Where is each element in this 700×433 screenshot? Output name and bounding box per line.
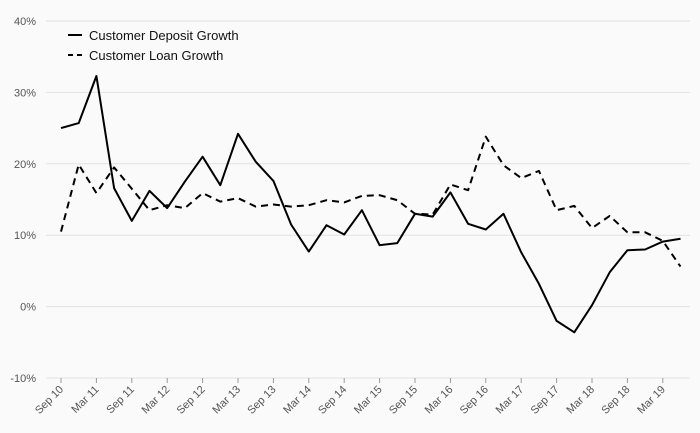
x-tick-label: Mar 13 xyxy=(210,384,243,417)
y-tick-label: 20% xyxy=(14,159,36,171)
x-tick-label: Sep 17 xyxy=(529,384,562,417)
x-tick-label: Mar 12 xyxy=(140,384,173,417)
x-tick-label: Mar 14 xyxy=(281,384,314,417)
x-tick-label: Sep 18 xyxy=(599,384,632,417)
x-tick-label: Mar 15 xyxy=(352,384,385,417)
x-tick-label: Sep 14 xyxy=(316,384,349,417)
x-tick-label: Sep 12 xyxy=(175,384,208,417)
series-line-deposit-growth xyxy=(60,75,681,334)
x-tick-label: Sep 10 xyxy=(33,384,66,417)
x-axis-ticks: Sep 10 Mar 11 Sep 11 Mar 12 Sep 12 Mar 13 Sep … xyxy=(33,378,668,417)
legend: Customer Deposit Growth Customer Loan Gr… xyxy=(68,28,239,63)
grid-lines xyxy=(46,20,690,379)
series-lines xyxy=(60,75,682,334)
x-tick-label: Mar 17 xyxy=(494,384,527,417)
y-tick-label: -10% xyxy=(10,373,36,385)
x-tick-label: Mar 11 xyxy=(69,384,101,416)
y-tick-label: 10% xyxy=(14,230,36,242)
x-tick-label: Sep 11 xyxy=(104,384,137,417)
x-tick-label: Mar 18 xyxy=(564,384,597,417)
series-line-loan-growth xyxy=(60,135,682,268)
y-tick-label: 40% xyxy=(14,16,36,28)
x-tick-label: Mar 19 xyxy=(635,384,668,417)
x-tick-label: Sep 15 xyxy=(387,384,420,417)
legend-label-loan: Customer Loan Growth xyxy=(89,48,223,63)
y-tick-label: 30% xyxy=(14,87,36,99)
x-tick-label: Sep 16 xyxy=(458,384,491,417)
y-axis-ticks: -10% 0% 10% 20% 30% 40% xyxy=(10,16,36,385)
x-tick-label: Mar 16 xyxy=(423,384,456,417)
y-tick-label: 0% xyxy=(20,302,36,314)
legend-label-deposit: Customer Deposit Growth xyxy=(89,28,239,43)
x-tick-label: Sep 13 xyxy=(245,384,278,417)
